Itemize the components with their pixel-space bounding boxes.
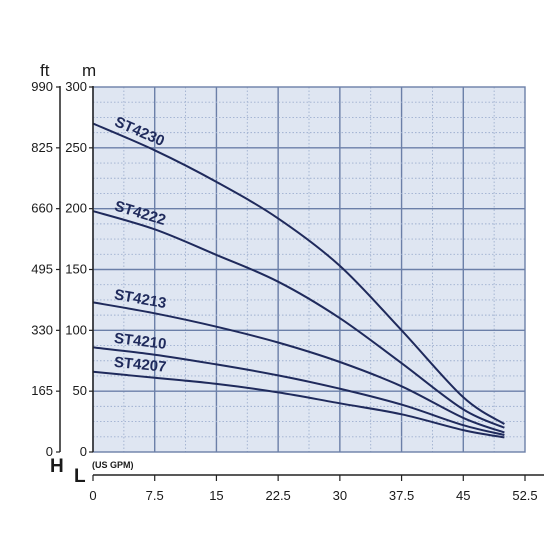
y-unit-label: m [82, 61, 96, 80]
y-axis-m-ticks: 0 50 100 150 200 250 300 [65, 79, 93, 459]
y-ft-tick-label: 660 [31, 201, 53, 216]
y-tick-label: 250 [65, 140, 87, 155]
y-ft-tick-label: 990 [31, 79, 53, 94]
y-tick-label: 100 [65, 322, 87, 337]
y-tick-label: 0 [80, 444, 87, 459]
performance-curves [92, 122, 505, 439]
y-tick-label: 300 [65, 79, 87, 94]
y-ft-tick-label: 0 [46, 444, 53, 459]
curve-st4213 [92, 301, 505, 434]
y-tick-label: 200 [65, 201, 87, 216]
y-ft-tick-label: 330 [31, 322, 53, 337]
x-tick-label: 7.5 [146, 488, 164, 503]
y-ft-tick-label: 165 [31, 383, 53, 398]
x-tick-label: 52.5 [512, 488, 537, 503]
curve-st4207 [92, 370, 505, 439]
x-axis-letter: L [74, 466, 86, 487]
y-tick-label: 50 [73, 383, 87, 398]
y-secondary-unit-label: ft [40, 61, 50, 80]
curve-st4222 [92, 210, 505, 429]
curve-label-st4207: ST4207 [113, 354, 167, 376]
x-tick-label: 0 [89, 488, 96, 503]
curve-st4230 [92, 122, 505, 425]
curve-st4210 [92, 346, 505, 436]
x-tick-label: 30 [333, 488, 347, 503]
y-axis-ft-ticks: 0 165 330 495 660 825 990 [31, 79, 60, 459]
y-ft-tick-label: 825 [31, 140, 53, 155]
x-tick-label: 15 [209, 488, 223, 503]
y-axis-letter: H [50, 456, 64, 477]
x-axis-ticks: 0 7.5 15 22.5 30 37.5 45 52.5 [89, 475, 538, 503]
x-tick-label: 22.5 [265, 488, 290, 503]
x-tick-label: 45 [456, 488, 470, 503]
x-tick-label: 37.5 [389, 488, 414, 503]
y-tick-label: 150 [65, 262, 87, 277]
y-ft-tick-label: 495 [31, 262, 53, 277]
grid [92, 86, 526, 453]
curve-label-st4210: ST4210 [113, 330, 167, 353]
x-unit-label: (US GPM) [92, 460, 134, 470]
